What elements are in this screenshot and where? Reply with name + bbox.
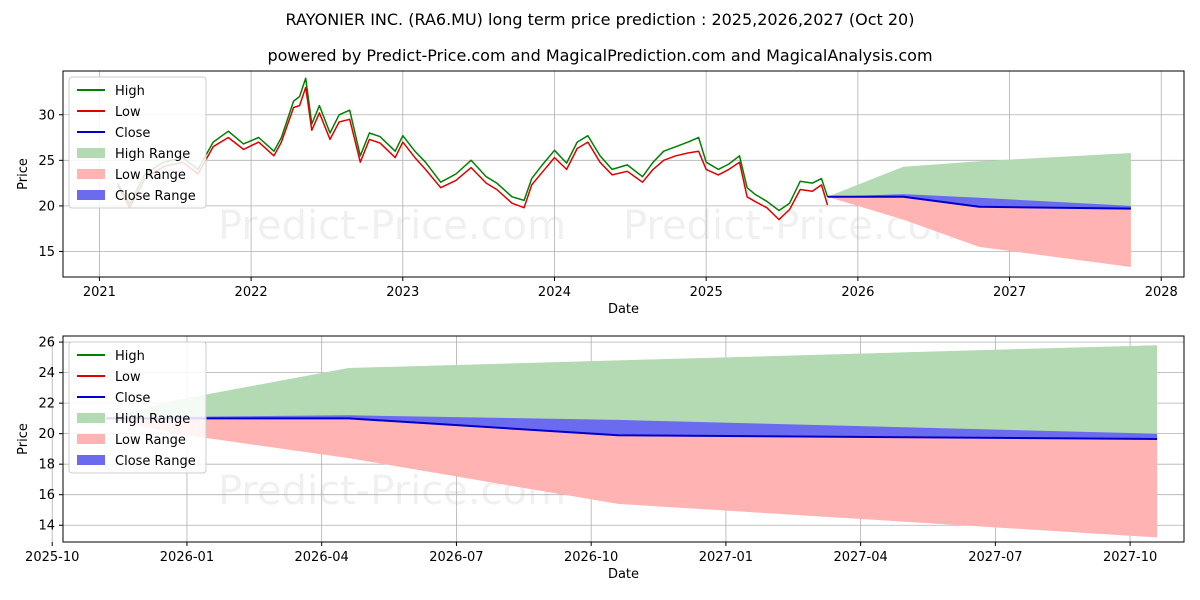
y-axis-label: Price [16, 423, 31, 455]
x-tick-label: 2026-01 [160, 550, 214, 565]
y-tick-label: 14 [38, 519, 55, 534]
close-range-band [106, 415, 1158, 439]
legend-label: High Range [115, 412, 190, 427]
legend-label: Close [115, 391, 150, 406]
x-tick-label: 2026-04 [295, 550, 349, 565]
close-range-band [827, 194, 1131, 209]
legend-swatch-patch [77, 455, 105, 465]
x-tick-label: 2026 [841, 285, 874, 300]
legend-label: Low Range [115, 433, 186, 448]
axes-frame [62, 335, 1185, 543]
y-tick-label: 16 [38, 488, 55, 503]
legend-swatch-patch [77, 169, 105, 179]
low-range-band [106, 418, 1158, 538]
y-tick-label: 22 [38, 397, 55, 412]
chart-subtitle: powered by Predict-Price.com and Magical… [267, 46, 933, 65]
legend-label: Close [115, 126, 150, 141]
low-range-band [827, 196, 1131, 267]
legend-label: Close Range [115, 189, 196, 204]
close-forecast-line [827, 195, 1131, 210]
legend-label: High Range [115, 147, 190, 162]
legend-swatch-patch [77, 434, 105, 444]
legend-swatch-patch [77, 190, 105, 200]
legend-label: Low [115, 105, 141, 120]
y-tick-label: 30 [38, 108, 55, 123]
legend-label: High [115, 349, 145, 364]
legend-swatch-patch [77, 413, 105, 423]
x-tick-label: 2026-07 [429, 550, 483, 565]
x-tick-label: 2027-01 [699, 550, 753, 565]
x-tick-label: 2027-07 [968, 550, 1022, 565]
x-tick-label: 2025-10 [25, 550, 79, 565]
y-tick-label: 18 [38, 458, 55, 473]
x-tick-label: 2027-10 [1103, 550, 1157, 565]
x-tick-label: 2022 [235, 285, 268, 300]
legend-label: Low Range [115, 168, 186, 183]
y-tick-label: 20 [38, 199, 55, 214]
legend-label: High [115, 84, 145, 99]
x-axis-label: Date [608, 567, 639, 582]
x-tick-label: 2023 [386, 285, 419, 300]
x-tick-label: 2025 [690, 285, 723, 300]
y-tick-label: 20 [38, 427, 55, 442]
y-tick-label: 26 [38, 336, 55, 351]
y-tick-label: 15 [38, 245, 55, 260]
x-tick-label: 2027 [993, 285, 1026, 300]
x-tick-label: 2021 [83, 285, 116, 300]
axes-frame [62, 70, 1185, 278]
x-tick-label: 2027-04 [833, 550, 887, 565]
high-range-band [106, 345, 1158, 439]
y-tick-label: 25 [38, 154, 55, 169]
chart-title: RAYONIER INC. (RA6.MU) long term price p… [285, 10, 915, 29]
x-tick-label: 2028 [1145, 285, 1178, 300]
y-tick-label: 24 [38, 366, 55, 381]
high-price-line [116, 77, 829, 212]
y-axis-label: Price [16, 158, 31, 190]
x-axis-label: Date [608, 302, 639, 317]
x-tick-label: 2026-10 [564, 550, 618, 565]
watermark-text: Predict-Price.com [218, 203, 566, 249]
legend-swatch-patch [77, 148, 105, 158]
legend-label: Low [115, 370, 141, 385]
low-price-line [116, 86, 829, 221]
x-tick-label: 2024 [538, 285, 571, 300]
legend-label: Close Range [115, 454, 196, 469]
